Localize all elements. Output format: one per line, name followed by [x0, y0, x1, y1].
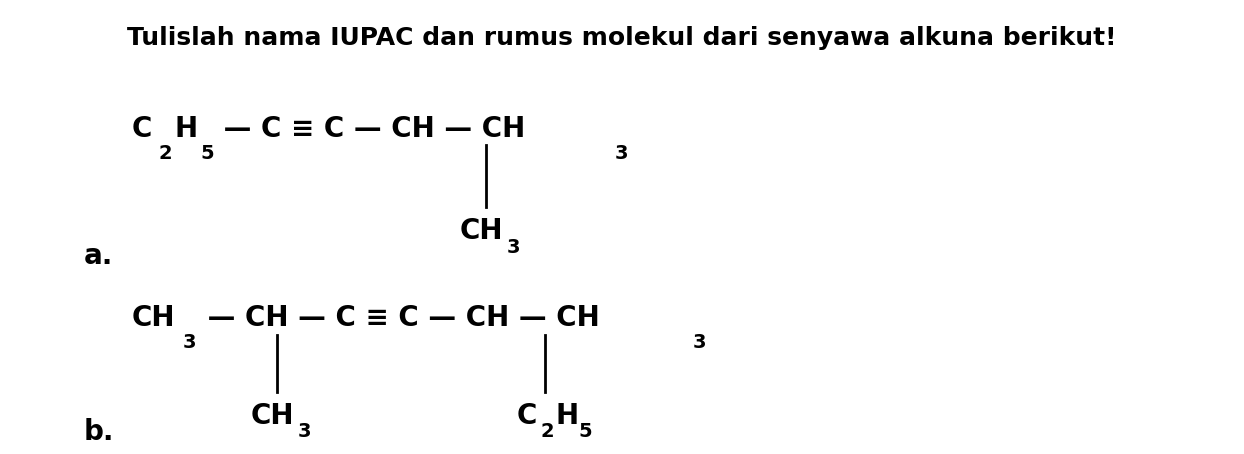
Text: H: H: [555, 402, 578, 430]
Text: b.: b.: [83, 418, 114, 446]
Text: C: C: [516, 402, 537, 430]
Text: 3: 3: [183, 333, 197, 352]
Text: CH: CH: [250, 402, 294, 430]
Text: C: C: [132, 115, 152, 143]
Text: H: H: [174, 115, 198, 143]
Text: 3: 3: [508, 237, 520, 257]
Text: 5: 5: [578, 423, 592, 441]
Text: 3: 3: [297, 423, 311, 441]
Text: 3: 3: [615, 144, 628, 163]
Text: CH: CH: [132, 304, 175, 332]
Text: CH: CH: [460, 217, 504, 246]
Text: 5: 5: [200, 144, 214, 163]
Text: — C ≡ C — CH — CH: — C ≡ C — CH — CH: [214, 115, 525, 143]
Text: 2: 2: [158, 144, 172, 163]
Text: — CH — C ≡ C — CH — CH: — CH — C ≡ C — CH — CH: [198, 304, 600, 332]
Text: a.: a.: [83, 242, 113, 270]
Text: 3: 3: [692, 333, 705, 352]
Text: 2: 2: [541, 423, 555, 441]
Text: Tulislah nama IUPAC dan rumus molekul dari senyawa alkuna berikut!: Tulislah nama IUPAC dan rumus molekul da…: [127, 26, 1117, 50]
